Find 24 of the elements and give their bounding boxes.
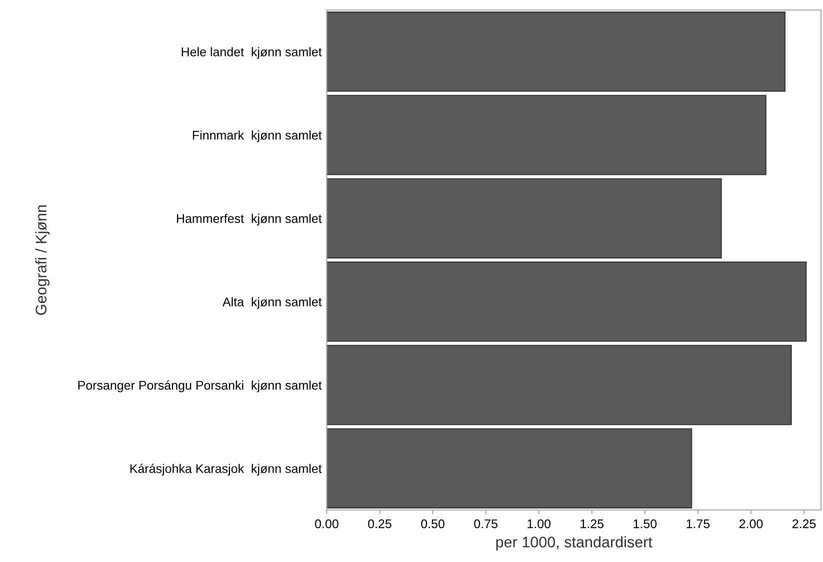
y-tick-label: Kárásjohka Karasjok kjønn samlet xyxy=(130,464,322,476)
bar xyxy=(326,344,792,426)
x-tick-label: 0.25 xyxy=(368,519,392,528)
y-tick-label: Finnmark kjønn samlet xyxy=(192,130,322,142)
x-tick-label: 1.75 xyxy=(686,519,710,528)
y-axis-title: Geografi / Kjønn xyxy=(35,205,50,315)
bar xyxy=(326,262,807,342)
y-tick-label: Alta kjønn samlet xyxy=(222,297,322,309)
x-axis-title: per 1000, standardisert xyxy=(496,536,652,550)
x-tick-label: 1.50 xyxy=(634,519,657,528)
x-tick-label: 2.25 xyxy=(792,519,816,528)
x-tick-label: 0.50 xyxy=(421,519,444,528)
x-tick-label: 0.00 xyxy=(315,519,338,528)
x-tick-label: 0.75 xyxy=(474,519,498,528)
bar xyxy=(326,178,722,258)
x-tick-label: 1.25 xyxy=(580,519,604,528)
bar xyxy=(326,94,766,176)
y-tick-label: Hele landet kjønn samlet xyxy=(182,47,322,59)
x-tick-label: 2.00 xyxy=(739,519,763,528)
x-tick-label: 1.00 xyxy=(528,519,551,528)
y-tick-label: Hammerfest kjønn samlet xyxy=(177,214,322,226)
bar xyxy=(326,428,692,508)
y-tick-label: Porsanger Porsángu Porsanki kjønn samlet xyxy=(78,380,322,392)
bar xyxy=(326,12,786,92)
